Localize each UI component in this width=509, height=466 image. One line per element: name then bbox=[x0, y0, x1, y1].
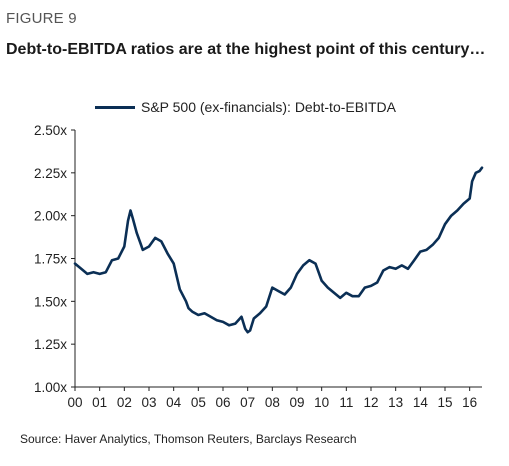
x-tick-label: 15 bbox=[437, 395, 452, 410]
legend: S&P 500 (ex-financials): Debt-to-EBITDA bbox=[95, 97, 396, 117]
series-group bbox=[73, 166, 484, 334]
figure-label: FIGURE 9 bbox=[6, 10, 77, 27]
x-tick-label: 11 bbox=[339, 395, 353, 410]
y-tick-label: 1.75x bbox=[34, 252, 67, 267]
x-tick-label: 08 bbox=[265, 395, 280, 410]
x-tick-label: 07 bbox=[240, 395, 255, 410]
x-tick-label: 09 bbox=[289, 395, 304, 410]
legend-swatch bbox=[95, 105, 135, 109]
x-tick-label: 10 bbox=[314, 395, 329, 410]
x-axis-ticks: 00 01 02 03 04 05 06 07 08 09 10 11 12 13 14 15 16 bbox=[67, 387, 477, 410]
x-tick-label: 16 bbox=[462, 395, 477, 410]
x-tick-label: 14 bbox=[413, 395, 429, 410]
y-axis-ticks: 1.00x 1.25x 1.50x 1.75x 2.00x 2.25x 2.50x bbox=[34, 123, 75, 395]
y-tick-label: 2.50x bbox=[34, 123, 67, 138]
y-tick-label: 2.00x bbox=[34, 209, 67, 224]
x-tick-label: 00 bbox=[67, 395, 82, 410]
x-tick-label: 03 bbox=[141, 395, 156, 410]
x-tick-label: 05 bbox=[191, 395, 206, 410]
chart-title: Debt-to-EBITDA ratios are at the highest… bbox=[6, 41, 486, 58]
series-line bbox=[73, 166, 484, 334]
x-tick-label: 13 bbox=[388, 395, 403, 410]
x-tick-label: 04 bbox=[166, 395, 182, 410]
y-tick-label: 1.25x bbox=[34, 337, 67, 352]
x-tick-label: 01 bbox=[92, 395, 107, 410]
y-tick-label: 2.25x bbox=[34, 166, 67, 181]
legend-label: S&P 500 (ex-financials): Debt-to-EBITDA bbox=[141, 99, 396, 115]
axes bbox=[74, 130, 482, 388]
x-tick-label: 02 bbox=[117, 395, 132, 410]
source-note: Source: Haver Analytics, Thomson Reuters… bbox=[20, 432, 357, 446]
x-tick-label: 12 bbox=[363, 395, 378, 410]
y-tick-label: 1.50x bbox=[34, 294, 67, 309]
x-tick-label: 06 bbox=[215, 395, 230, 410]
y-tick-label: 1.00x bbox=[34, 380, 67, 395]
